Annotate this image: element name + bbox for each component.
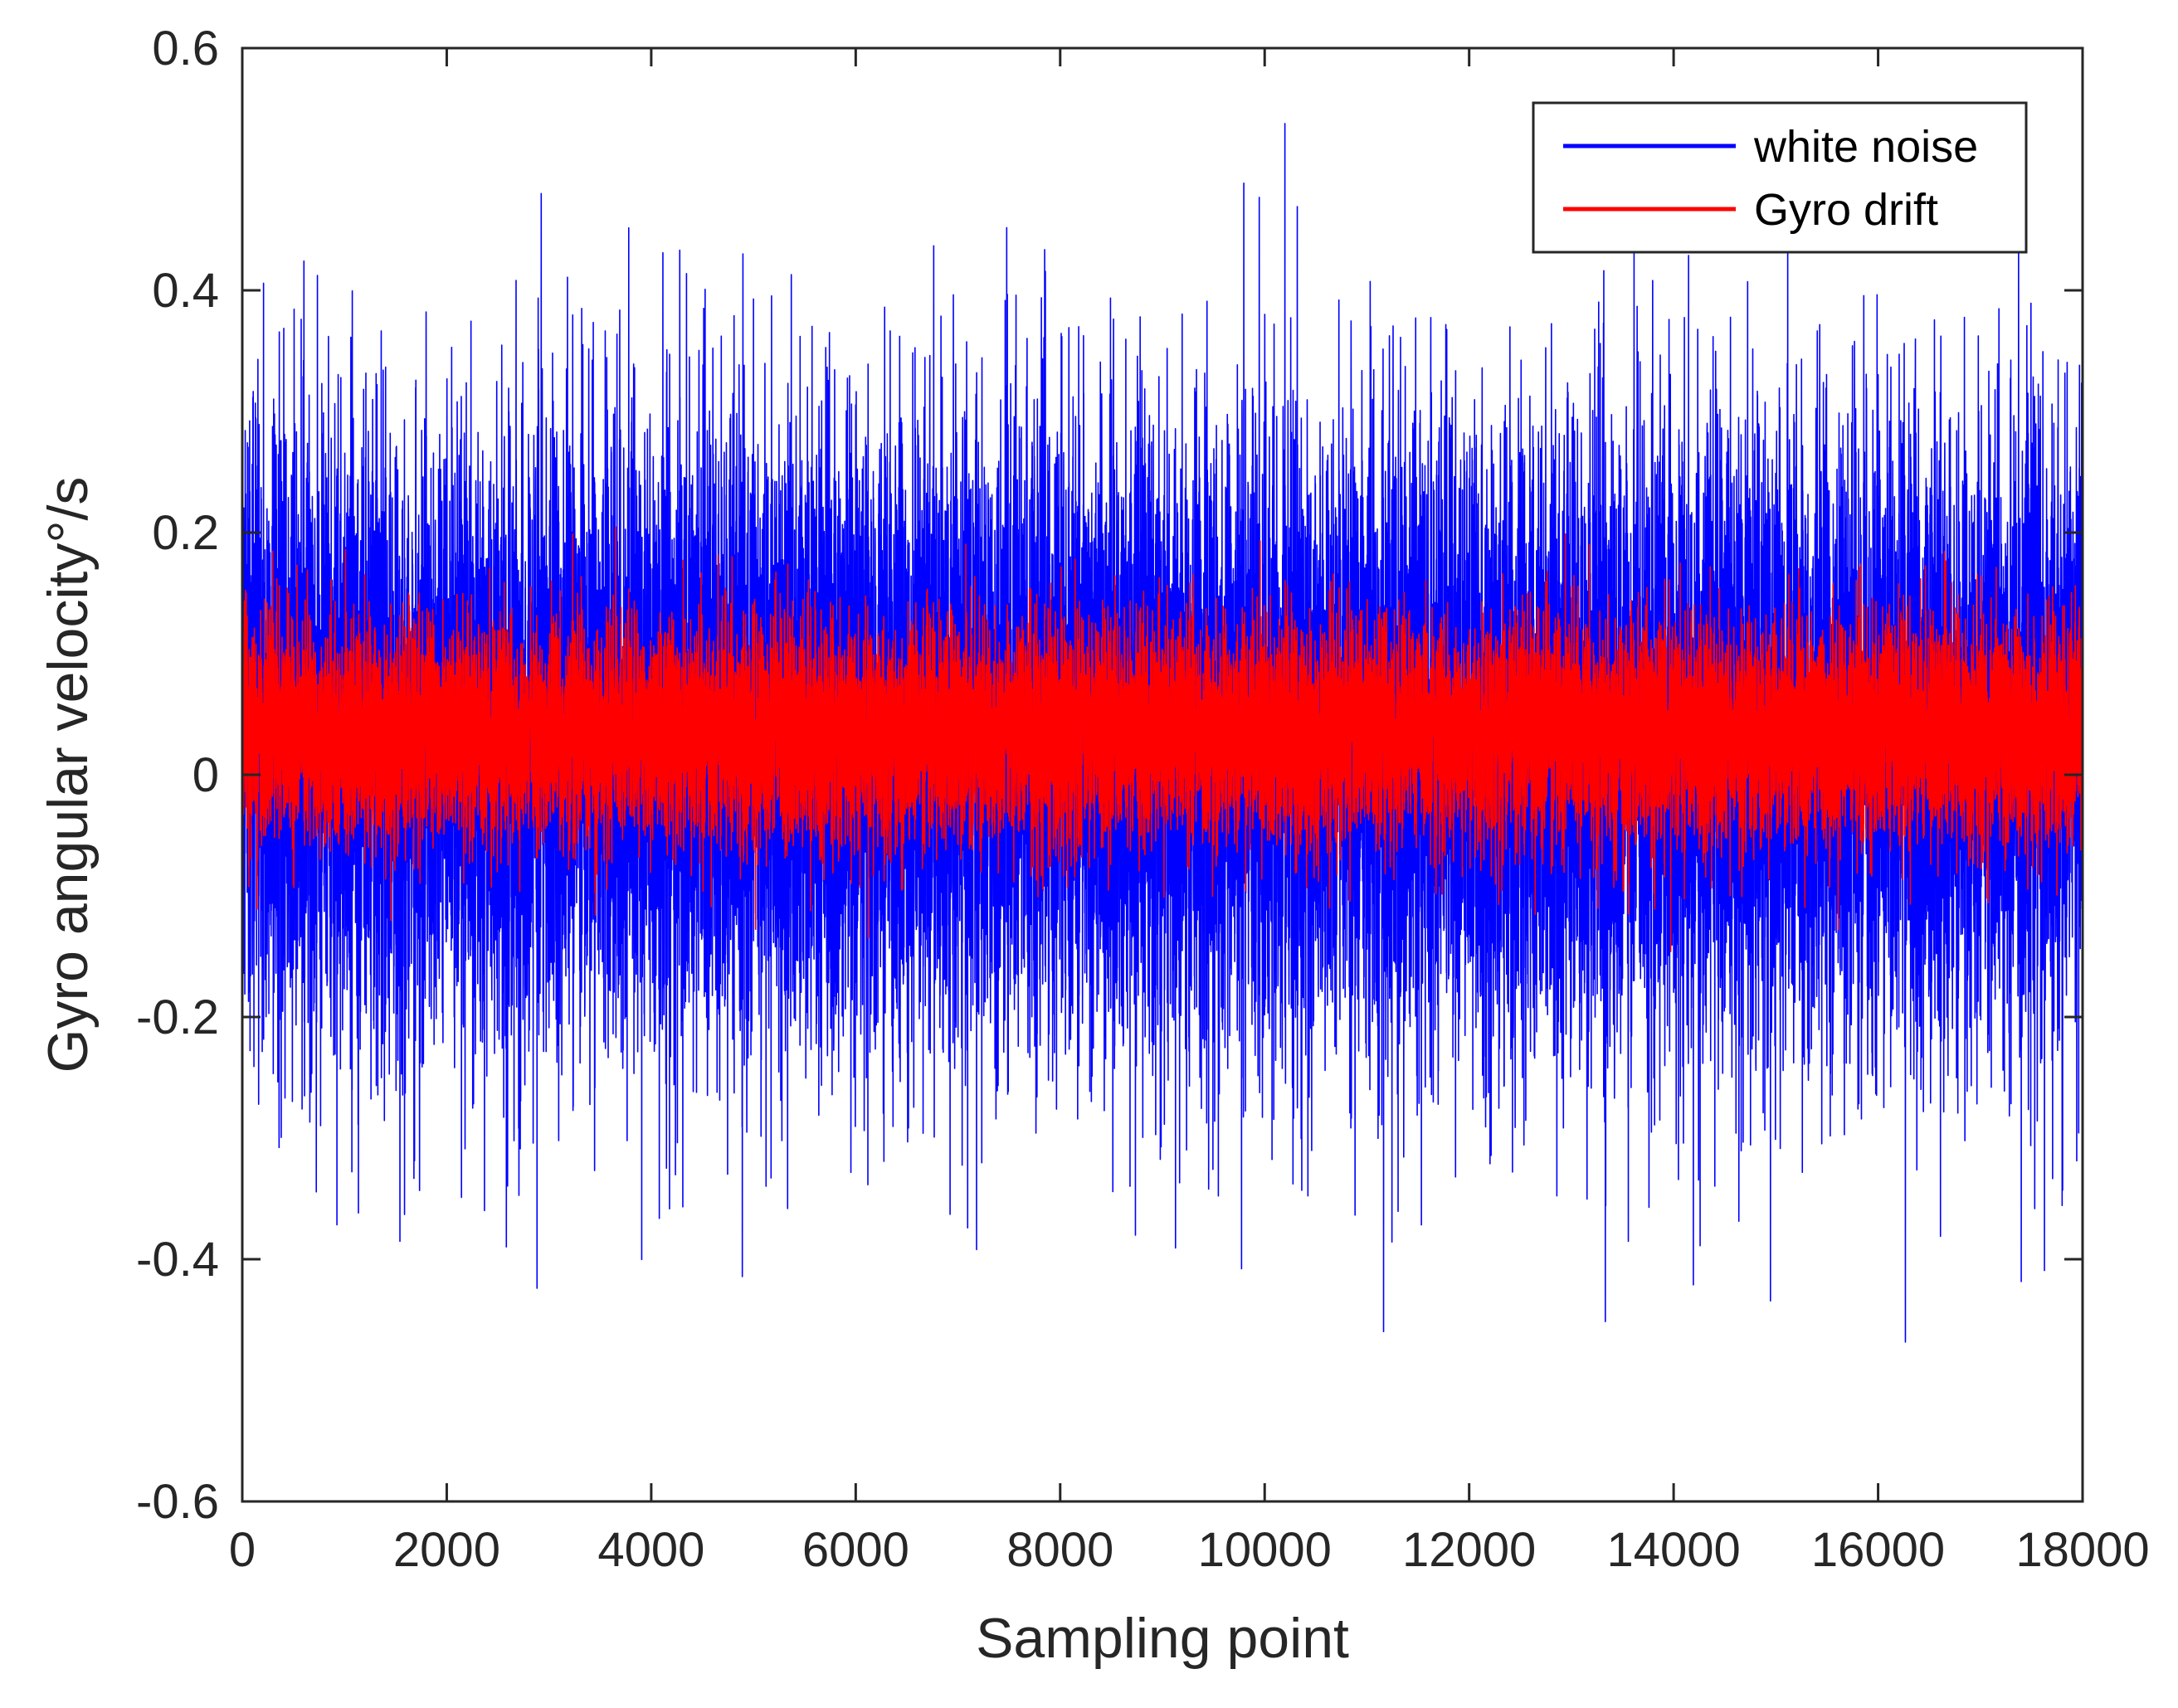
legend-box <box>1532 101 2028 254</box>
y-tick-label: -0.6 <box>136 1475 219 1529</box>
x-tick-label: 8000 <box>1006 1523 1113 1577</box>
x-tick-label: 18000 <box>2015 1523 2149 1577</box>
x-axis-title: Sampling point <box>976 1607 1349 1670</box>
y-tick-label: 0.2 <box>152 506 219 560</box>
x-tick-label: 0 <box>229 1523 256 1577</box>
series-line-gyro-drift <box>241 526 2083 952</box>
x-tick-label: 4000 <box>597 1523 704 1577</box>
legend: white noise Gyro drift <box>1532 101 2028 254</box>
x-tick-label: 14000 <box>1606 1523 1740 1577</box>
legend-label-white-noise: white noise <box>1753 122 1978 172</box>
y-tick-label: 0.6 <box>152 22 219 75</box>
y-tick-label: -0.2 <box>136 990 219 1044</box>
x-tick-label: 6000 <box>802 1523 909 1577</box>
y-tick-label: -0.4 <box>136 1233 219 1287</box>
y-tick-label: 0.4 <box>152 264 219 318</box>
x-tick-label: 10000 <box>1198 1523 1332 1577</box>
y-tick-label: 0 <box>192 748 219 802</box>
legend-label-gyro-drift: Gyro drift <box>1754 185 1938 235</box>
x-tick-label: 16000 <box>1811 1523 1945 1577</box>
y-axis: 0.6 0.4 0.2 0 -0.2 -0.4 -0.6 <box>136 22 2083 1529</box>
x-tick-label: 12000 <box>1402 1523 1536 1577</box>
x-tick-label: 2000 <box>393 1523 500 1577</box>
y-axis-title: Gyro angular velocity°/s <box>37 477 100 1073</box>
x-axis: 0 2000 4000 6000 8000 10000 12000 14000 16000 180… <box>229 48 2150 1577</box>
series-layer <box>241 123 2083 1343</box>
